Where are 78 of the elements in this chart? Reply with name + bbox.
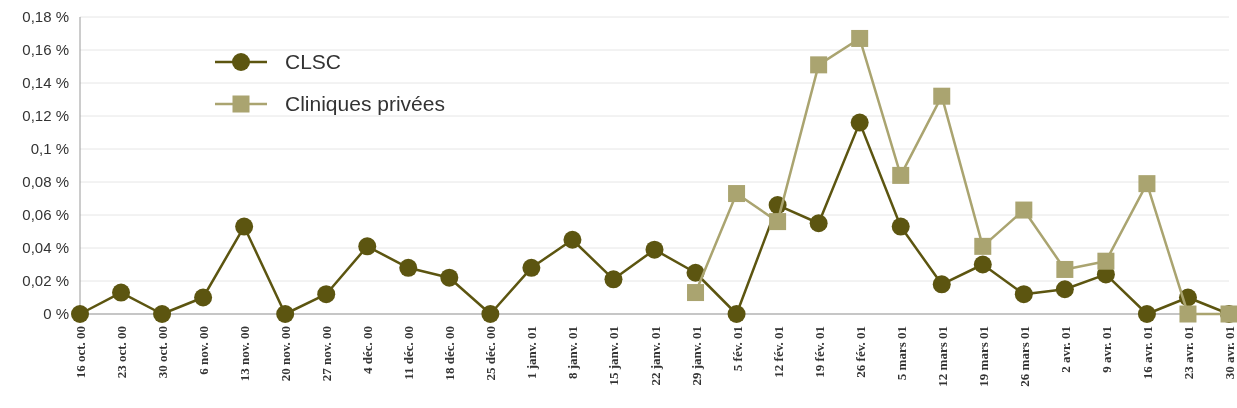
point [522, 258, 541, 277]
point [1137, 305, 1156, 323]
point [973, 255, 992, 274]
x-tick-label: 1 janv. 01 [524, 326, 540, 380]
point [809, 214, 828, 233]
point [728, 185, 746, 203]
point [850, 113, 869, 132]
x-tick-label: 13 nov. 00 [237, 326, 253, 382]
x-tick-label: 23 avr. 01 [1180, 326, 1196, 380]
point [317, 285, 336, 304]
x-tick-label: 2 avr. 01 [1057, 326, 1073, 373]
x-tick-label: 22 janv. 01 [647, 326, 663, 386]
y-tick-label: 0,14 % [22, 74, 69, 92]
y-tick-label: 0 % [43, 305, 69, 323]
point [235, 217, 254, 236]
x-tick-label: 20 nov. 00 [278, 326, 294, 382]
x-tick-label: 26 fév. 01 [852, 326, 868, 378]
x-tick-label: 30 oct. 00 [155, 326, 171, 379]
point [276, 305, 295, 323]
point [194, 288, 213, 307]
y-tick-label: 0,18 % [22, 8, 69, 26]
point [563, 230, 582, 249]
x-tick-label: 4 déc. 00 [360, 326, 376, 375]
x-tick-label: 12 fév. 01 [770, 326, 786, 378]
point [1055, 280, 1074, 299]
x-tick-label: 11 déc. 00 [401, 326, 417, 380]
legend-label: Cliniques privées [285, 92, 445, 116]
point [769, 213, 787, 231]
x-tick-label: 6 nov. 00 [196, 326, 212, 375]
point [645, 240, 664, 259]
y-tick-label: 0,12 % [22, 107, 69, 125]
x-tick-label: 25 déc. 00 [483, 326, 499, 381]
point [727, 305, 746, 323]
x-tick-label: 16 avr. 01 [1139, 326, 1155, 380]
x-tick-label: 8 janv. 01 [565, 326, 581, 380]
x-tick-label: 19 mars 01 [975, 326, 991, 387]
x-tick-label: 23 oct. 00 [114, 326, 130, 379]
x-tick-label: 12 mars 01 [934, 326, 950, 387]
point [974, 237, 992, 255]
x-tick-label: 30 avr. 01 [1222, 326, 1237, 380]
y-tick-label: 0,16 % [22, 41, 69, 59]
x-tick-label: 27 nov. 00 [319, 326, 335, 382]
x-tick-label: 18 déc. 00 [442, 326, 458, 381]
point [851, 29, 869, 47]
point [891, 217, 910, 236]
point [1097, 252, 1115, 270]
x-tick-label: 9 avr. 01 [1098, 326, 1114, 373]
point [810, 56, 828, 74]
y-tick-label: 0,06 % [22, 206, 69, 224]
point [1056, 260, 1074, 278]
x-tick-label: 5 mars 01 [893, 326, 909, 381]
x-tick-label: 19 fév. 01 [811, 326, 827, 378]
point [933, 87, 951, 105]
point [153, 305, 172, 323]
point [1014, 285, 1033, 304]
y-tick-label: 0,02 % [22, 272, 69, 290]
y-tick-label: 0,08 % [22, 173, 69, 191]
point [399, 258, 418, 277]
point [1015, 201, 1033, 219]
point [604, 270, 623, 289]
y-tick-label: 0,1 % [30, 140, 69, 158]
point [358, 237, 377, 256]
point [1179, 305, 1197, 323]
point [1138, 175, 1156, 193]
legend-label: CLSC [285, 50, 342, 74]
x-tick-label: 15 janv. 01 [606, 326, 622, 386]
y-tick-label: 0,04 % [22, 239, 69, 257]
point [112, 283, 131, 302]
x-tick-label: 5 fév. 01 [729, 326, 745, 372]
point [481, 305, 500, 323]
x-tick-label: 29 janv. 01 [688, 326, 704, 386]
x-tick-label: 26 mars 01 [1016, 326, 1032, 387]
point [892, 166, 910, 184]
point [687, 284, 705, 302]
point [932, 275, 951, 294]
x-tick-label: 16 oct. 00 [73, 326, 88, 379]
point [71, 305, 89, 323]
point [440, 268, 459, 287]
